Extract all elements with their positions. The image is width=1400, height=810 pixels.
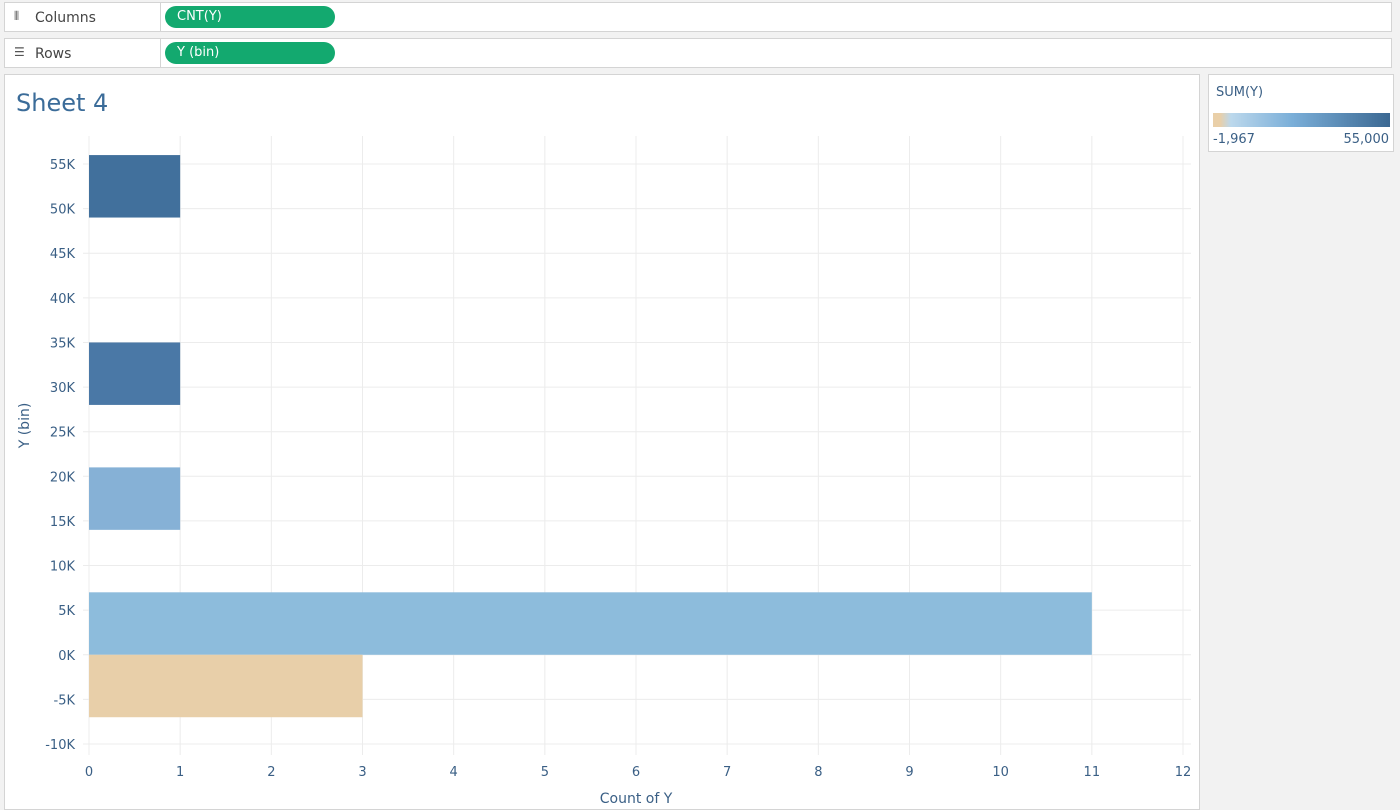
- x-tick-label: 11: [1084, 765, 1101, 780]
- y-tick-label: 45K: [50, 247, 76, 262]
- y-tick-label: 25K: [50, 426, 76, 441]
- histogram-bar: [89, 654, 363, 718]
- x-tick-label: 12: [1175, 765, 1192, 780]
- sheet-title: Sheet 4: [16, 89, 109, 117]
- y-tick-label: 55K: [50, 158, 76, 173]
- rows-shelf-label: Rows: [35, 46, 72, 62]
- y-tick-label: -5K: [54, 693, 76, 708]
- shelf-divider: [160, 39, 161, 67]
- y-tick-label: -10K: [45, 738, 75, 753]
- x-tick-label: 5: [541, 765, 549, 780]
- histogram-chart: 0 1 2 3 4 5 6 7 8 9 10 11 1255K50K45K40K35K30K25K20K…: [17, 136, 1192, 807]
- legend-min-label: -1,967: [1213, 132, 1255, 147]
- worksheet-view: Sheet 4 0 1 2 3 4 5 6 7 8 9 10 11 12 55K 50K 45K 40K 35K 3…: [4, 74, 1200, 810]
- rows-pill[interactable]: Y (bin): [165, 42, 335, 64]
- rows-shelf[interactable]: ☰ Rows Y (bin): [4, 38, 1392, 68]
- y-tick-label: 15K: [50, 515, 76, 530]
- shelf-divider: [160, 3, 161, 31]
- y-tick-label: 10K: [50, 560, 76, 575]
- color-legend[interactable]: SUM(Y) -1,967 55,000: [1208, 74, 1394, 152]
- histogram-bar: [89, 592, 1092, 655]
- columns-shelf-label: Columns: [35, 10, 96, 26]
- histogram-bar: [89, 467, 181, 530]
- histogram-bar: [89, 155, 181, 218]
- x-tick-label: 9: [905, 765, 913, 780]
- y-tick-label: 35K: [50, 336, 76, 351]
- x-tick-label: 3: [358, 765, 366, 780]
- y-tick-label: 20K: [50, 470, 76, 485]
- histogram-bar: [89, 342, 181, 405]
- y-tick-label: 0K: [58, 649, 75, 664]
- columns-icon: ⫴: [14, 9, 20, 23]
- legend-color-ramp: [1213, 113, 1390, 127]
- columns-shelf[interactable]: ⫴ Columns CNT(Y): [4, 2, 1392, 32]
- y-tick-label: 50K: [50, 203, 76, 218]
- y-tick-label: 5K: [58, 604, 75, 619]
- x-tick-label: 4: [450, 765, 458, 780]
- y-tick-label: 40K: [50, 292, 76, 307]
- x-axis-title: Count of Y: [600, 791, 673, 807]
- x-tick-label: 6: [632, 765, 640, 780]
- columns-pill[interactable]: CNT(Y): [165, 6, 335, 28]
- rows-icon: ☰: [14, 45, 25, 59]
- x-tick-label: 0: [85, 765, 93, 780]
- x-tick-label: 8: [814, 765, 822, 780]
- legend-max-label: 55,000: [1343, 132, 1390, 147]
- x-tick-label: 10: [992, 765, 1009, 780]
- x-tick-label: 7: [723, 765, 731, 780]
- y-tick-label: 30K: [50, 381, 76, 396]
- legend-title: SUM(Y): [1216, 85, 1264, 100]
- y-axis-title: Y (bin): [17, 403, 33, 450]
- x-tick-label: 2: [267, 765, 275, 780]
- x-tick-label: 1: [176, 765, 184, 780]
